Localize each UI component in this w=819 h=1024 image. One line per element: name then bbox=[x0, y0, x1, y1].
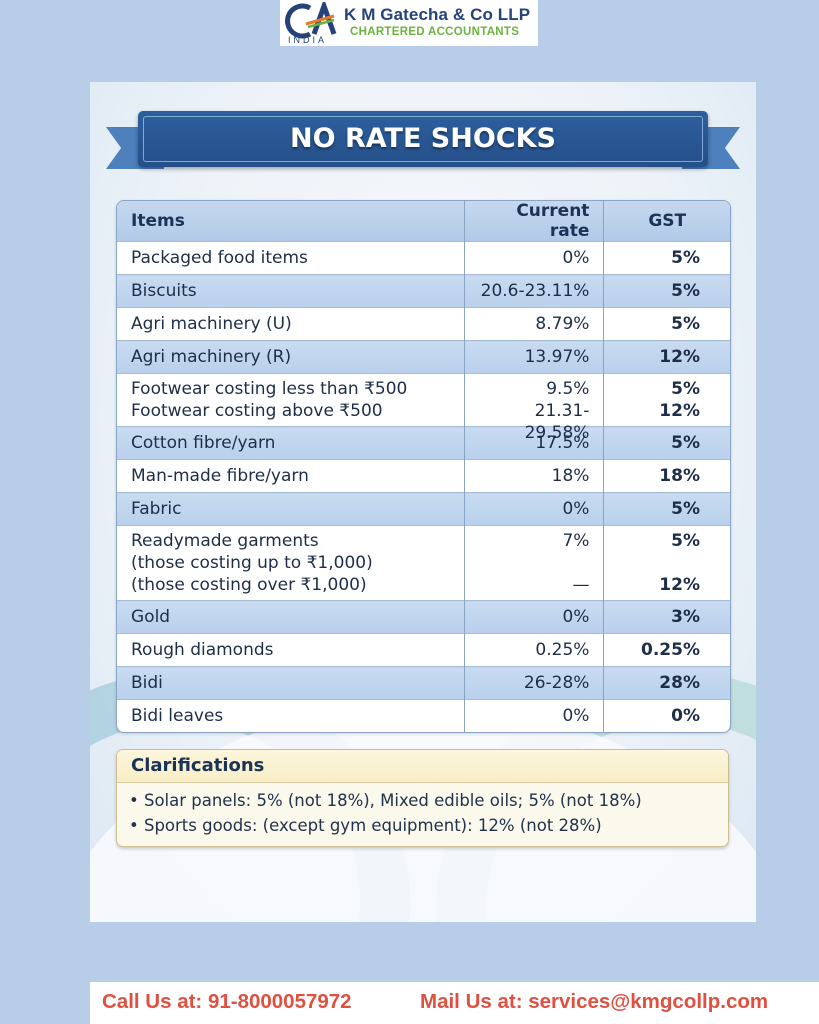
item-name: Readymade garments bbox=[131, 531, 319, 551]
item-name: Footwear costing less than ₹500 bbox=[131, 379, 408, 399]
table-row: Cotton fibre/yarn 17.5% 5% bbox=[117, 426, 730, 460]
ribbon-banner: NO RATE SHOCKS bbox=[138, 111, 708, 167]
current-rate: 0% bbox=[463, 600, 604, 634]
item-name: Packaged food items bbox=[117, 241, 465, 275]
item-subnote: (those costing up to ₹1,000) bbox=[131, 553, 373, 573]
table-row: Bidi 26-28% 28% bbox=[117, 666, 730, 700]
gst-rate: 5% bbox=[603, 426, 730, 460]
current-rate: 7% bbox=[562, 531, 590, 551]
table-row: Rough diamonds 0.25% 0.25% bbox=[117, 633, 730, 667]
current-rate: — bbox=[572, 575, 590, 595]
firm-logo: INDIA K M Gatecha & Co LLP CHARTERED ACC… bbox=[280, 0, 538, 46]
email-contact[interactable]: Mail Us at: services@kmgcollp.com bbox=[420, 990, 769, 1013]
table-row-garments: Readymade garments (those costing up to … bbox=[117, 525, 730, 601]
clarifications-title: Clarifications bbox=[117, 750, 728, 783]
item-name: Fabric bbox=[117, 492, 465, 526]
gst-rate: 5% bbox=[603, 492, 730, 526]
clarification-item: • Solar panels: 5% (not 18%), Mixed edib… bbox=[129, 791, 642, 810]
logo-country: INDIA bbox=[288, 35, 328, 45]
gst-rate: 0% bbox=[603, 699, 730, 732]
firm-subtitle: CHARTERED ACCOUNTANTS bbox=[350, 26, 520, 38]
current-rate: 13.97% bbox=[463, 340, 604, 374]
gst-rate: 5% bbox=[671, 531, 700, 551]
item-name: Bidi bbox=[117, 666, 465, 700]
current-rate: 20.6-23.11% bbox=[463, 274, 604, 308]
gst-rate: 5% bbox=[603, 274, 730, 308]
current-rate: 0% bbox=[463, 241, 604, 275]
contact-footer: Call Us at: 91-8000057972 Mail Us at: se… bbox=[90, 982, 819, 1024]
clarification-item: • Sports goods: (except gym equipment): … bbox=[129, 816, 602, 835]
current-rate: 26-28% bbox=[463, 666, 604, 700]
table-row: Man-made fibre/yarn 18% 18% bbox=[117, 459, 730, 493]
gst-rate: 28% bbox=[603, 666, 730, 700]
firm-name: K M Gatecha & Co LLP bbox=[344, 5, 531, 24]
gst-rate: 3% bbox=[603, 600, 730, 634]
item-name: Cotton fibre/yarn bbox=[117, 426, 465, 460]
gst-rate-table: Items Current rate GST Packaged food ite… bbox=[116, 200, 731, 733]
item-name: Agri machinery (U) bbox=[117, 307, 465, 341]
item-name: Rough diamonds bbox=[117, 633, 465, 667]
table-row: Gold 0% 3% bbox=[117, 600, 730, 634]
gst-rate: 12% bbox=[659, 575, 700, 595]
gst-rate: 12% bbox=[659, 401, 700, 421]
item-name: Gold bbox=[117, 600, 465, 634]
item-name: Agri machinery (R) bbox=[117, 340, 465, 374]
current-rate: 9.5% bbox=[546, 379, 590, 399]
table-row: Agri machinery (U) 8.79% 5% bbox=[117, 307, 730, 341]
column-header-current-rate: Current rate bbox=[463, 201, 604, 242]
current-rate: 21.31-29.58% bbox=[524, 401, 590, 443]
item-name: Biscuits bbox=[117, 274, 465, 308]
table-row-footwear: Footwear costing less than ₹500 Footwear… bbox=[117, 373, 730, 443]
gst-rate: 12% bbox=[603, 340, 730, 374]
item-name: Footwear costing above ₹500 bbox=[131, 401, 383, 421]
column-header-gst: GST bbox=[603, 201, 730, 242]
gst-rate: 5% bbox=[603, 307, 730, 341]
current-rate: 0.25% bbox=[463, 633, 604, 667]
current-rate: 0% bbox=[463, 492, 604, 526]
clarifications-box: Clarifications • Solar panels: 5% (not 1… bbox=[116, 749, 729, 847]
table-row: Bidi leaves 0% 0% bbox=[117, 699, 730, 732]
current-rate: 8.79% bbox=[463, 307, 604, 341]
gst-rate: 5% bbox=[603, 241, 730, 275]
gst-rate: 18% bbox=[603, 459, 730, 493]
table-row: Biscuits 20.6-23.11% 5% bbox=[117, 274, 730, 308]
item-subnote: (those costing over ₹1,000) bbox=[131, 575, 367, 595]
column-header-items: Items bbox=[117, 201, 465, 242]
item-name: Man-made fibre/yarn bbox=[117, 459, 465, 493]
current-rate: 0% bbox=[463, 699, 604, 732]
gst-rate: 0.25% bbox=[603, 633, 730, 667]
current-rate: 18% bbox=[463, 459, 604, 493]
table-row: Packaged food items 0% 5% bbox=[117, 241, 730, 275]
phone-contact[interactable]: Call Us at: 91-8000057972 bbox=[102, 990, 352, 1013]
page-title: NO RATE SHOCKS bbox=[290, 123, 556, 154]
infographic-card: NO RATE SHOCKS Items Current rate GST Pa… bbox=[90, 82, 756, 922]
title-ribbon: NO RATE SHOCKS bbox=[106, 109, 740, 175]
table-header-row: Items Current rate GST bbox=[117, 201, 730, 242]
ca-logo-icon bbox=[285, 2, 337, 39]
item-name: Bidi leaves bbox=[117, 699, 465, 732]
current-rate: 17.5% bbox=[463, 426, 604, 460]
gst-rate: 5% bbox=[671, 379, 700, 399]
table-row: Agri machinery (R) 13.97% 12% bbox=[117, 340, 730, 374]
table-row: Fabric 0% 5% bbox=[117, 492, 730, 526]
